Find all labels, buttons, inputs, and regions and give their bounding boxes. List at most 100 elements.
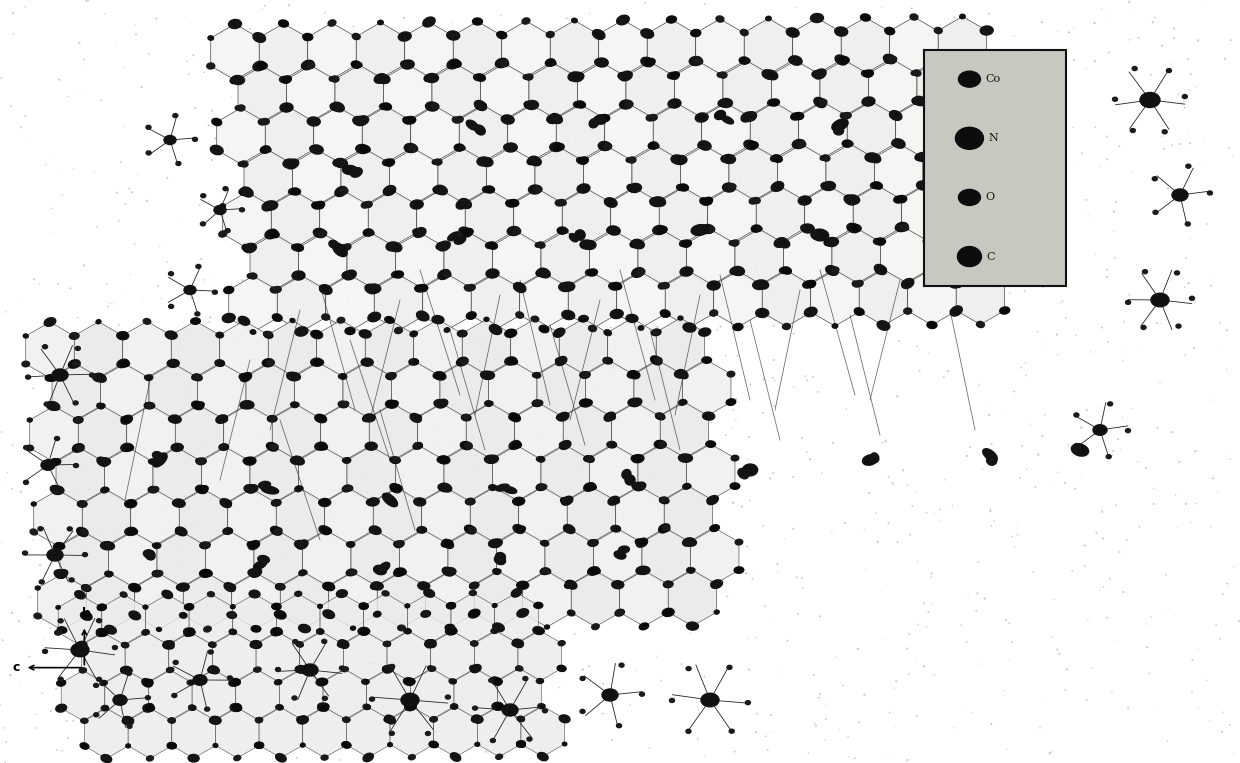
- Ellipse shape: [580, 710, 585, 713]
- Point: [500, 530, 520, 542]
- Polygon shape: [257, 632, 300, 682]
- Ellipse shape: [1106, 455, 1111, 459]
- Ellipse shape: [706, 441, 715, 447]
- Point: [893, 464, 913, 476]
- Ellipse shape: [48, 401, 60, 410]
- Point: [712, 153, 732, 166]
- Polygon shape: [475, 631, 518, 681]
- Ellipse shape: [495, 555, 506, 565]
- Ellipse shape: [144, 605, 148, 609]
- Point: [1210, 633, 1230, 645]
- Ellipse shape: [252, 626, 260, 632]
- Ellipse shape: [243, 243, 257, 253]
- Ellipse shape: [959, 71, 981, 87]
- Point: [353, 430, 373, 443]
- Ellipse shape: [489, 539, 501, 547]
- Polygon shape: [74, 322, 123, 378]
- Ellipse shape: [257, 63, 268, 69]
- Ellipse shape: [250, 568, 262, 578]
- Ellipse shape: [146, 125, 151, 129]
- Ellipse shape: [394, 568, 404, 575]
- Polygon shape: [637, 230, 687, 286]
- Ellipse shape: [320, 288, 326, 291]
- Ellipse shape: [205, 707, 210, 711]
- Point: [58, 90, 78, 102]
- Point: [967, 281, 987, 293]
- Ellipse shape: [799, 196, 811, 205]
- Point: [443, 16, 463, 28]
- Ellipse shape: [295, 486, 303, 491]
- Point: [618, 3, 637, 15]
- Ellipse shape: [150, 459, 155, 463]
- Point: [9, 615, 29, 627]
- Point: [906, 486, 926, 498]
- Ellipse shape: [278, 681, 281, 684]
- Point: [1158, 284, 1178, 296]
- Ellipse shape: [404, 143, 417, 153]
- Polygon shape: [784, 228, 832, 285]
- Point: [982, 301, 1002, 314]
- Point: [1179, 277, 1199, 289]
- Point: [678, 449, 698, 462]
- Point: [873, 633, 893, 645]
- Ellipse shape: [662, 608, 675, 617]
- Point: [25, 273, 45, 285]
- Point: [241, 23, 260, 35]
- Point: [1208, 486, 1228, 498]
- Ellipse shape: [122, 415, 133, 424]
- Ellipse shape: [821, 182, 831, 189]
- Text: O: O: [986, 192, 994, 202]
- Polygon shape: [268, 320, 316, 376]
- Point: [874, 63, 894, 76]
- Ellipse shape: [497, 60, 507, 67]
- Polygon shape: [444, 446, 492, 501]
- Point: [1178, 127, 1198, 140]
- Ellipse shape: [627, 371, 636, 378]
- Point: [688, 732, 708, 745]
- Ellipse shape: [393, 271, 403, 278]
- Ellipse shape: [870, 453, 879, 462]
- Ellipse shape: [82, 613, 91, 619]
- Point: [110, 406, 130, 418]
- Polygon shape: [259, 24, 308, 79]
- Point: [1220, 719, 1240, 731]
- Point: [980, 409, 999, 421]
- Ellipse shape: [123, 716, 134, 725]
- Ellipse shape: [249, 273, 257, 279]
- Ellipse shape: [273, 286, 281, 292]
- Point: [374, 649, 394, 662]
- Point: [11, 678, 31, 690]
- Ellipse shape: [100, 404, 105, 407]
- Ellipse shape: [640, 623, 649, 629]
- Point: [826, 651, 846, 663]
- Ellipse shape: [471, 641, 477, 646]
- Ellipse shape: [1142, 269, 1147, 274]
- Ellipse shape: [425, 73, 439, 82]
- Point: [433, 634, 453, 646]
- Ellipse shape: [228, 612, 236, 618]
- Point: [538, 241, 558, 253]
- Point: [1076, 63, 1096, 76]
- Point: [138, 195, 157, 207]
- Ellipse shape: [558, 641, 565, 645]
- Ellipse shape: [544, 625, 549, 629]
- Ellipse shape: [756, 227, 763, 231]
- Point: [435, 297, 455, 309]
- Polygon shape: [404, 22, 454, 78]
- Ellipse shape: [339, 640, 348, 648]
- Polygon shape: [149, 363, 197, 420]
- Ellipse shape: [614, 498, 619, 502]
- Ellipse shape: [169, 718, 175, 723]
- Ellipse shape: [384, 716, 393, 723]
- Point: [16, 1, 36, 13]
- Ellipse shape: [492, 604, 497, 607]
- Point: [420, 207, 440, 219]
- Ellipse shape: [833, 127, 843, 135]
- Polygon shape: [82, 490, 130, 546]
- Polygon shape: [396, 446, 444, 502]
- Ellipse shape: [362, 679, 368, 684]
- Ellipse shape: [862, 97, 875, 106]
- Point: [547, 414, 567, 427]
- Ellipse shape: [234, 755, 241, 761]
- Point: [279, 510, 299, 522]
